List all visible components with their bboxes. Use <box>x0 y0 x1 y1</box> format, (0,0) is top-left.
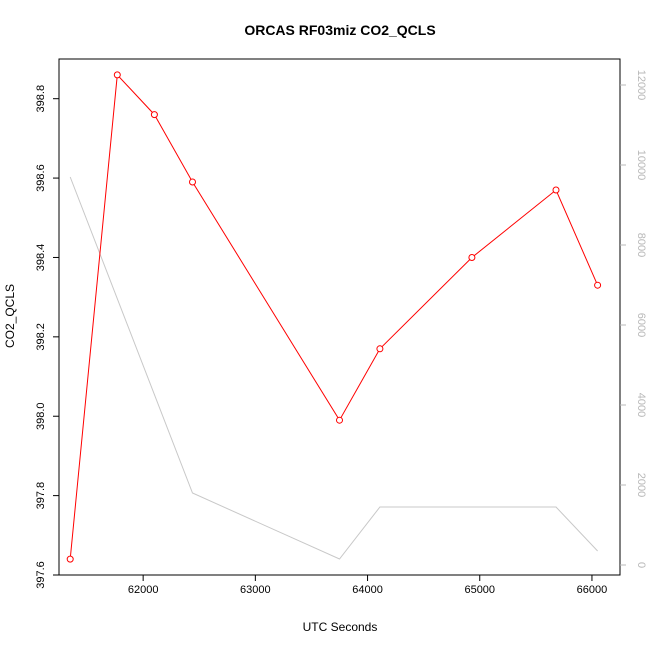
y-tick-label: 397.8 <box>35 482 47 510</box>
y-tick-label: 397.6 <box>35 561 47 589</box>
x-tick-label: 63000 <box>240 584 271 596</box>
x-tick-label: 65000 <box>464 584 495 596</box>
y-axis-label: CO2_QCLS <box>3 284 17 348</box>
x-axis: 62000 63000 64000 65000 66000 <box>128 575 607 596</box>
x-tick-label: 66000 <box>577 584 608 596</box>
data-point <box>594 281 602 289</box>
y2-tick-label: 4000 <box>635 393 647 417</box>
data-point <box>189 178 196 186</box>
y-axis-left: 397.6 397.8 398.0 398.2 398.4 398.6 398.8 <box>35 85 59 589</box>
y-tick-label: 398.4 <box>35 244 47 272</box>
series-layer <box>66 71 602 563</box>
series-line <box>69 73 599 560</box>
data-point <box>552 186 560 194</box>
y-axis-right: 0 2000 4000 6000 8000 10000 12000 <box>620 70 647 568</box>
plot-frame <box>58 58 621 576</box>
y2-tick-label: 6000 <box>635 313 647 337</box>
chart-title: ORCAS RF03miz CO2_QCLS <box>244 22 435 38</box>
data-point <box>150 111 158 119</box>
x-tick-label: 62000 <box>128 584 159 596</box>
y-tick-label: 398.6 <box>35 164 47 192</box>
x-axis-label: UTC Seconds <box>303 620 378 634</box>
y-tick-label: 398.0 <box>35 402 47 430</box>
data-point <box>376 345 384 353</box>
data-point <box>468 254 476 261</box>
y2-tick-label: 0 <box>635 562 647 568</box>
y2-tick-label: 10000 <box>635 150 647 181</box>
y2-tick-label: 8000 <box>635 233 647 257</box>
secondary-series-line <box>69 176 598 560</box>
data-point <box>66 555 74 563</box>
y-tick-label: 398.2 <box>35 323 47 351</box>
y2-tick-label: 12000 <box>635 70 647 101</box>
y-tick-label: 398.8 <box>35 85 47 113</box>
data-point <box>336 416 343 424</box>
x-tick-label: 64000 <box>352 584 383 596</box>
y2-tick-label: 2000 <box>635 473 647 497</box>
data-point <box>113 71 121 79</box>
